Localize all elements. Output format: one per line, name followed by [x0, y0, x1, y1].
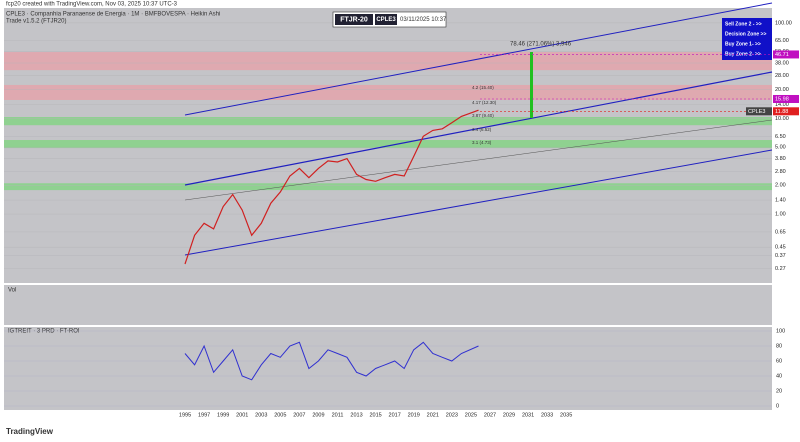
channel-lower [184, 149, 773, 256]
study-line: Trade v1.5.2 (FTJR20) [6, 19, 66, 25]
target-arrow [530, 52, 533, 118]
x-tick-label: 2033 [541, 412, 553, 418]
x-tick-label: 2011 [332, 412, 344, 418]
ticker: CPLE3 [376, 17, 396, 23]
timestamp: 03/11/2025 10:37 [400, 17, 447, 23]
x-tick-label: 2025 [465, 412, 477, 418]
channel-mid [184, 71, 773, 186]
y-tick-label: 2.80 [775, 169, 786, 175]
y-tick-label: 6.50 [775, 134, 786, 140]
y-tick-label: 20.00 [775, 87, 789, 93]
y-tick-label: 0.45 [775, 245, 786, 251]
x-tick-label: 2017 [389, 412, 401, 418]
legend-entry: Buy Zone 2- >> [725, 51, 761, 57]
level-value: 11.88 [775, 109, 788, 115]
symbol-line: CPLE3 · Companhia Paranaense de Energia … [6, 12, 220, 18]
x-tick-label: 2023 [446, 412, 458, 418]
indicator-tick-label: 60 [776, 358, 782, 364]
y-tick-label: 3.80 [775, 156, 786, 162]
annotation: 78.46 (271.06%) 3,946 [510, 42, 572, 48]
legend-entry: Decision Zone >> [725, 31, 766, 37]
credit: fcp20 created with TradingView.com, Nov … [6, 2, 178, 8]
x-tick-label: 2035 [560, 412, 572, 418]
x-tick-label: 2007 [293, 412, 305, 418]
x-tick-label: 2015 [369, 412, 381, 418]
x-tick-label: 2019 [408, 412, 420, 418]
y-tick-label: 0.65 [775, 229, 786, 235]
y-tick-label: 2.00 [775, 183, 786, 189]
x-tick-label: 1999 [217, 412, 229, 418]
volume-label: Vol [8, 288, 16, 294]
indicator-line [184, 341, 479, 381]
fib-label: 4.17 (12.30) [472, 100, 497, 105]
x-tick-label: 2029 [503, 412, 515, 418]
y-tick-label: 0.27 [775, 266, 786, 272]
zone [4, 52, 772, 71]
y-tick-label: 38.00 [775, 60, 789, 66]
level-box [773, 50, 799, 59]
level-box [773, 107, 799, 116]
legend-entry: Buy Zone 1- >> [725, 41, 761, 47]
indicator-tick-label: 40 [776, 373, 782, 379]
x-tick-label: 2003 [255, 412, 267, 418]
indicator-tick-label: 80 [776, 343, 782, 349]
y-tick-label: 0.37 [775, 253, 786, 259]
fib-label: 3.87 (9.40) [472, 113, 494, 118]
indicator-label: IGTREIT · 3 PRD · FT-ROI [8, 329, 80, 335]
y-tick-label: 100.00 [775, 20, 792, 26]
level-value: 46.71 [775, 52, 789, 58]
zone [4, 117, 772, 126]
legend-entry: Sell Zone 2 - >> [725, 21, 762, 27]
indicator-tick-label: 100 [776, 328, 785, 334]
y-tick-label: 65.00 [775, 38, 789, 44]
y-tick-label: 14.00 [775, 102, 789, 108]
level-label: CPLE3 [748, 109, 765, 115]
x-tick-label: 2005 [274, 412, 286, 418]
channel-upper [184, 2, 773, 116]
price-line [184, 109, 479, 265]
x-tick-label: 2001 [236, 412, 248, 418]
indicator-pane [4, 327, 772, 410]
y-tick-label: 28.00 [775, 73, 789, 79]
ticker-bg [375, 14, 397, 25]
indicator-tick-label: 20 [776, 388, 782, 394]
x-tick-label: 2009 [312, 412, 324, 418]
fib-label: 3.4 (6.52) [472, 127, 492, 132]
legend-box [722, 18, 772, 60]
x-tick-label: 2021 [427, 412, 439, 418]
badge-bg [335, 14, 373, 25]
y-tick-label: 1.00 [775, 212, 786, 218]
level-box [773, 94, 799, 103]
x-tick-label: 2031 [522, 412, 534, 418]
x-tick-label: 2013 [350, 412, 362, 418]
zone [4, 140, 772, 149]
x-tick-label: 1997 [198, 412, 210, 418]
y-tick-label: 5.00 [775, 145, 786, 151]
level-tag [746, 107, 772, 116]
y-tick-label: 10.00 [775, 116, 789, 122]
volume-pane [4, 285, 772, 325]
footer-logo: TradingView [6, 427, 54, 436]
indicator-tick-label: 0 [776, 403, 779, 409]
fib-label: 4.2 (15.40) [472, 85, 494, 90]
zone [4, 84, 772, 100]
level-value: 15.98 [775, 96, 789, 102]
fib-label: 3.1 (4.73) [472, 140, 492, 145]
zone [4, 183, 772, 191]
badge: FTJR-20 [340, 16, 368, 23]
y-tick-label: 1.40 [775, 198, 786, 204]
x-tick-label: 1995 [179, 412, 191, 418]
x-tick-label: 2027 [484, 412, 496, 418]
